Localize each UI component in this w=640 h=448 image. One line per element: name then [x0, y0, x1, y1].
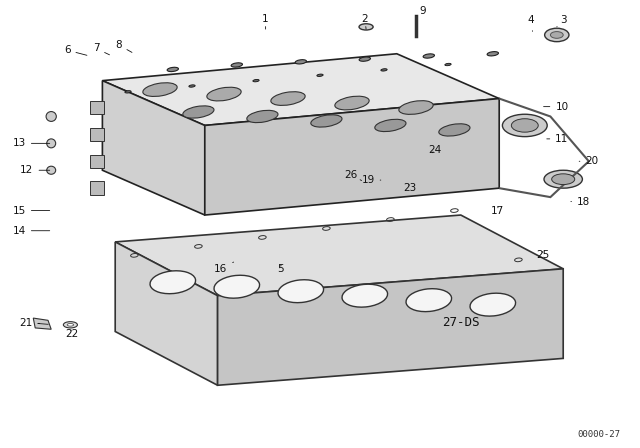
Text: 19: 19 [362, 175, 381, 185]
Text: 22: 22 [65, 329, 78, 339]
Ellipse shape [545, 28, 569, 42]
Ellipse shape [271, 92, 305, 105]
Ellipse shape [125, 90, 131, 93]
Ellipse shape [470, 293, 516, 316]
Text: 1: 1 [262, 14, 269, 29]
Ellipse shape [439, 124, 470, 136]
Ellipse shape [423, 54, 435, 58]
Ellipse shape [487, 52, 499, 56]
Ellipse shape [335, 96, 369, 110]
Polygon shape [102, 81, 205, 215]
Ellipse shape [311, 115, 342, 127]
Bar [90, 128, 104, 141]
Text: 11: 11 [547, 134, 568, 144]
Polygon shape [205, 99, 499, 215]
Polygon shape [115, 242, 218, 385]
Text: 00000-27: 00000-27 [578, 430, 621, 439]
Text: 4: 4 [528, 15, 534, 31]
Text: 10: 10 [543, 102, 568, 112]
Ellipse shape [167, 67, 179, 72]
Text: 5: 5 [277, 264, 284, 274]
Text: 24: 24 [429, 145, 442, 155]
Text: 23: 23 [403, 183, 416, 193]
Polygon shape [33, 318, 51, 329]
Bar [90, 155, 104, 168]
Text: 7: 7 [93, 43, 109, 55]
Ellipse shape [295, 60, 307, 64]
Text: 8: 8 [115, 40, 132, 52]
Text: 3: 3 [557, 15, 566, 27]
Text: 16: 16 [214, 262, 234, 274]
Ellipse shape [189, 85, 195, 87]
Ellipse shape [67, 323, 74, 326]
Text: 17: 17 [492, 206, 504, 215]
Bar [90, 181, 104, 195]
Ellipse shape [183, 106, 214, 118]
Ellipse shape [253, 79, 259, 82]
Ellipse shape [544, 170, 582, 188]
Text: 20: 20 [579, 156, 598, 166]
Bar [90, 101, 104, 114]
Ellipse shape [231, 63, 243, 67]
Ellipse shape [342, 284, 388, 307]
Ellipse shape [375, 119, 406, 132]
Ellipse shape [502, 114, 547, 137]
Text: 9: 9 [416, 6, 426, 16]
Ellipse shape [207, 87, 241, 101]
Ellipse shape [511, 119, 538, 132]
Text: 27-DS: 27-DS [442, 316, 479, 329]
Text: 25: 25 [536, 250, 549, 260]
Text: 21: 21 [19, 319, 40, 328]
Ellipse shape [143, 83, 177, 96]
Ellipse shape [247, 110, 278, 123]
Ellipse shape [359, 24, 373, 30]
Text: 12: 12 [20, 165, 50, 175]
Ellipse shape [150, 271, 196, 294]
Polygon shape [218, 269, 563, 385]
Polygon shape [102, 54, 499, 125]
Ellipse shape [278, 280, 324, 303]
Ellipse shape [63, 322, 77, 328]
Ellipse shape [406, 289, 452, 312]
Text: 15: 15 [13, 206, 50, 215]
Polygon shape [115, 215, 563, 296]
Ellipse shape [47, 139, 56, 148]
Ellipse shape [317, 74, 323, 77]
Ellipse shape [399, 101, 433, 114]
Text: 18: 18 [571, 197, 590, 207]
Ellipse shape [445, 63, 451, 66]
Ellipse shape [359, 57, 371, 61]
Text: 14: 14 [13, 226, 50, 236]
Text: 13: 13 [13, 138, 50, 148]
Ellipse shape [552, 174, 575, 185]
Ellipse shape [214, 275, 260, 298]
Ellipse shape [550, 31, 563, 39]
Ellipse shape [46, 112, 56, 121]
Text: 6: 6 [64, 45, 87, 55]
Text: 26: 26 [344, 170, 362, 181]
Text: 2: 2 [362, 14, 368, 29]
Ellipse shape [381, 69, 387, 71]
Ellipse shape [47, 166, 56, 174]
